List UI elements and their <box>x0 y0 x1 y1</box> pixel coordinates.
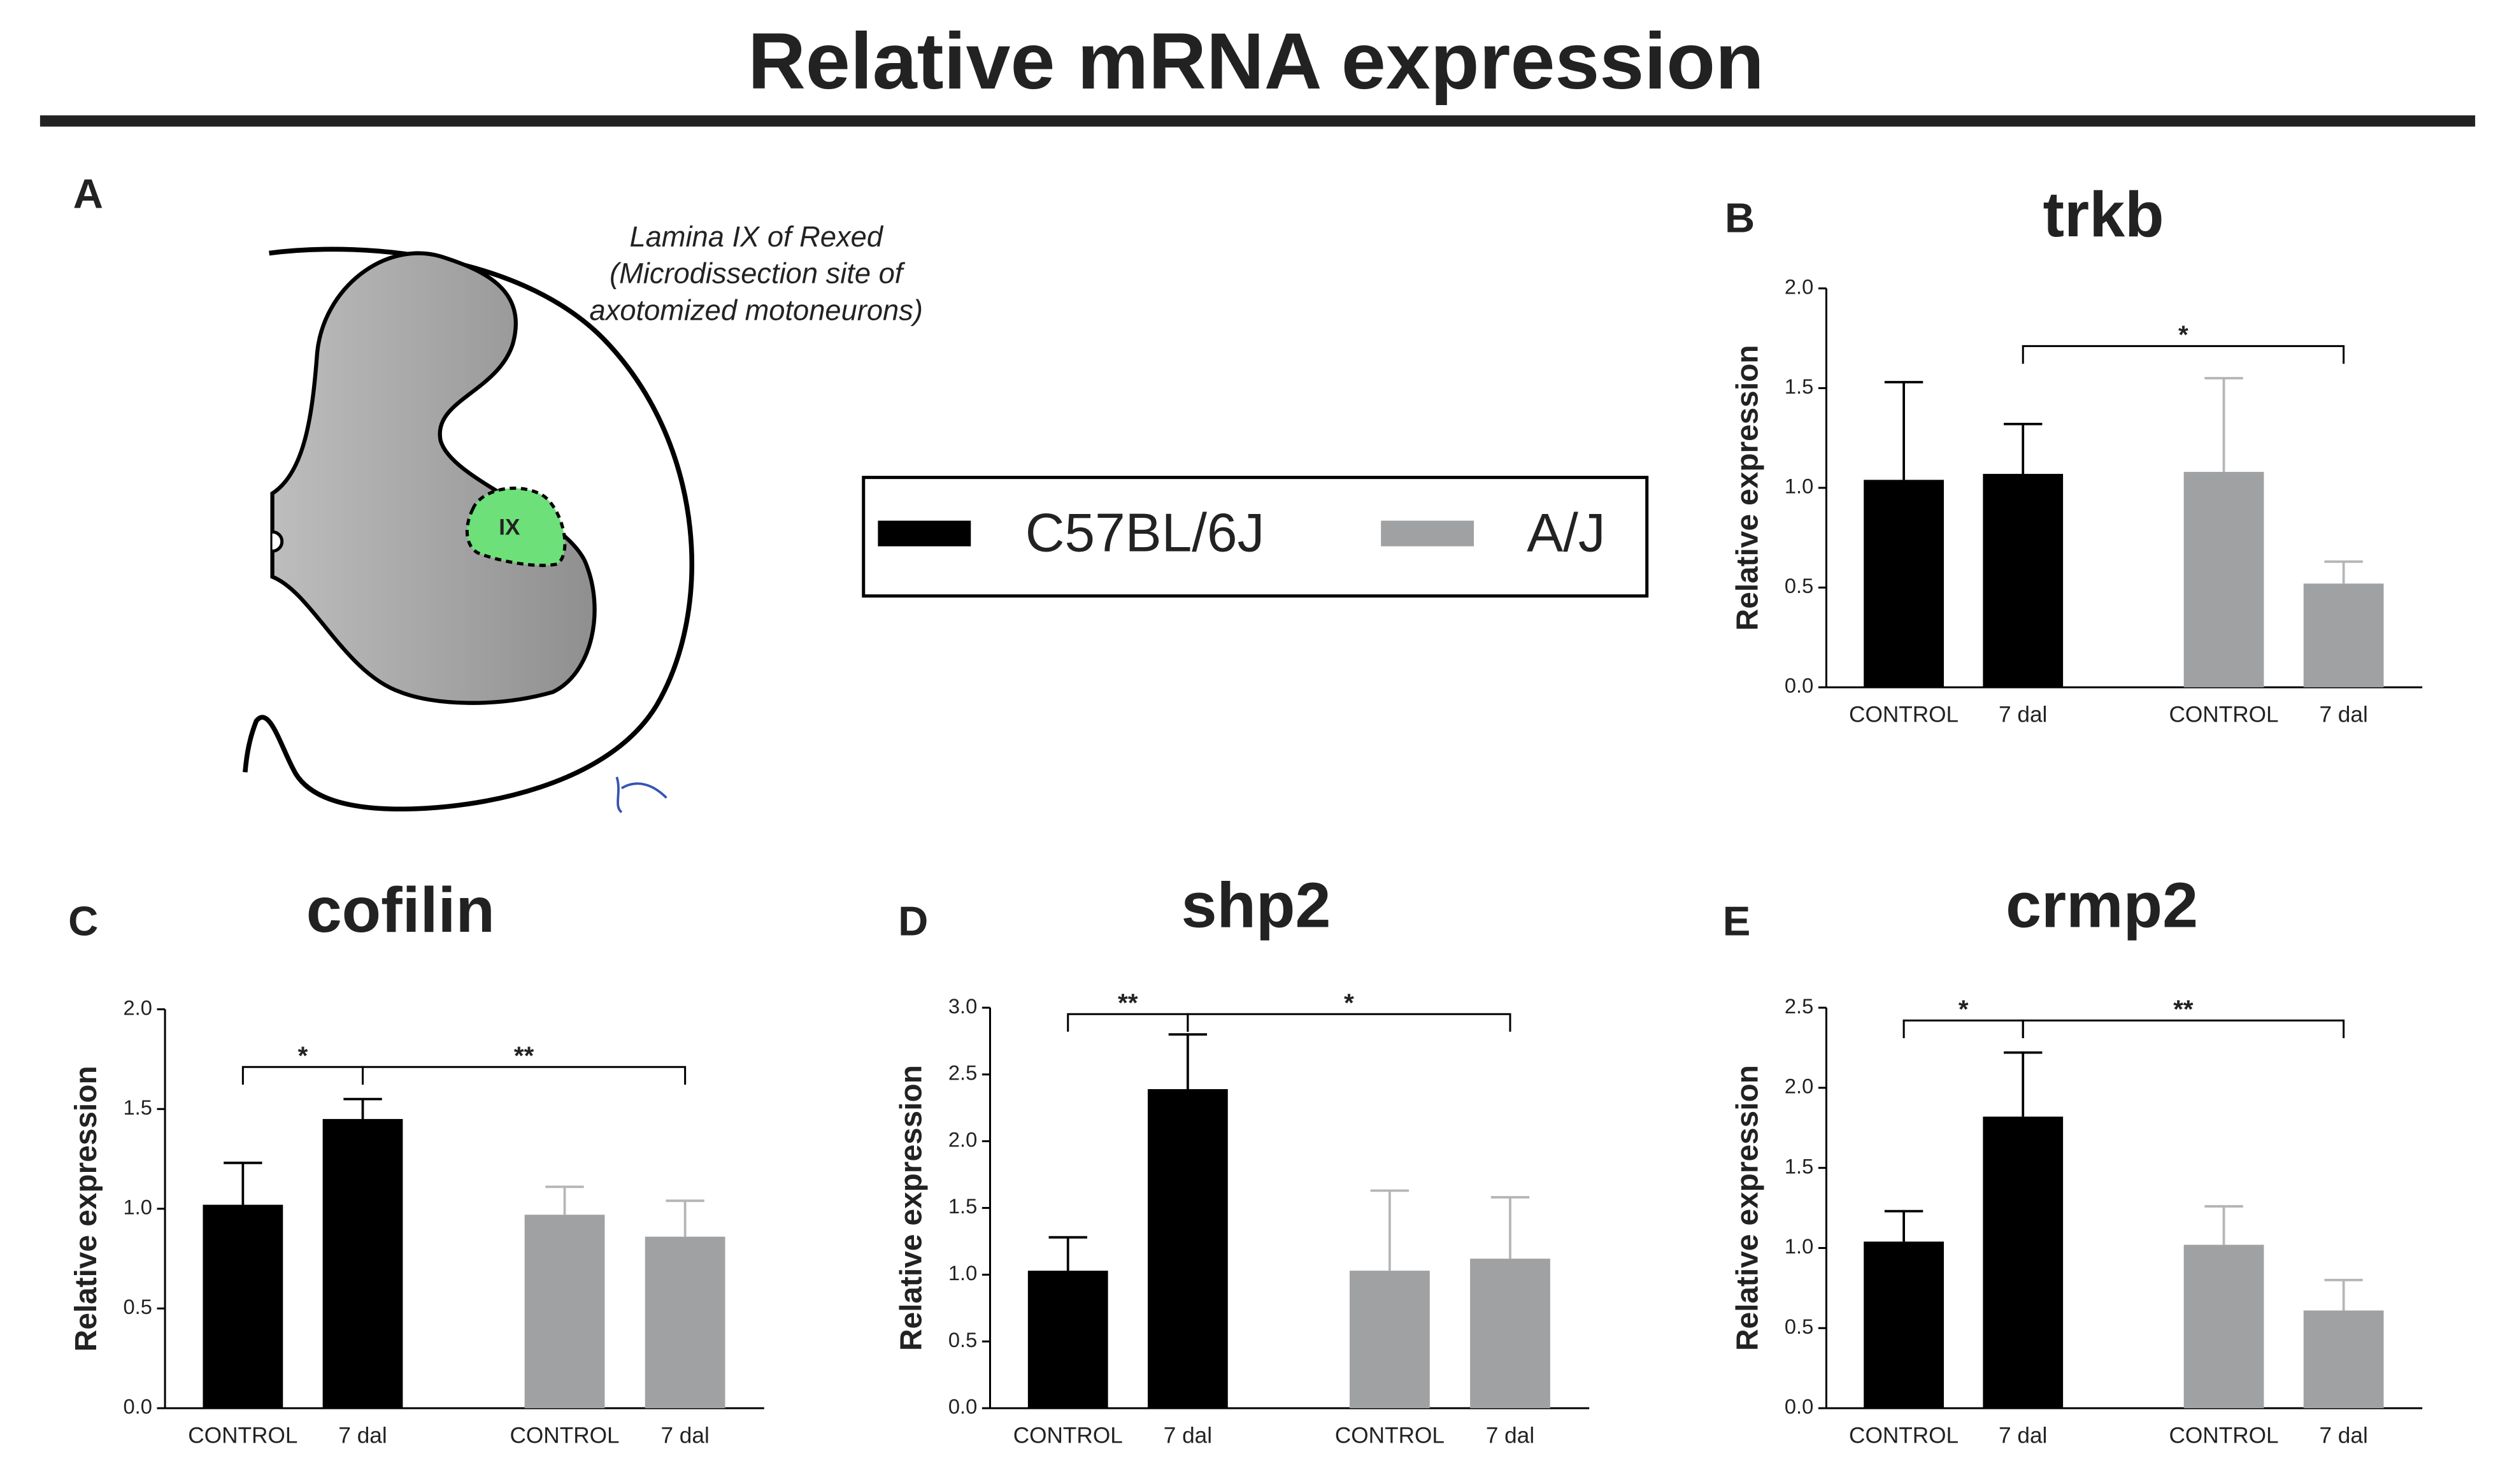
panel-label: D <box>898 898 928 945</box>
y-tick-label: 1.5 <box>948 1194 977 1218</box>
legend-swatch <box>878 520 971 546</box>
x-tick-label: 7 dal <box>660 1423 709 1448</box>
bar <box>1470 1259 1550 1408</box>
significance-label: ** <box>2173 995 2194 1024</box>
significance-label: * <box>1344 988 1354 1017</box>
bar <box>1983 474 2064 688</box>
chart-title: crmp2 <box>2006 869 2198 941</box>
chart-title: shp2 <box>1181 869 1331 941</box>
bar <box>1148 1089 1228 1408</box>
y-tick-label: 0.0 <box>1785 674 1813 697</box>
y-axis-label: Relative expression <box>1731 345 1764 631</box>
significance-label: * <box>298 1041 308 1070</box>
y-tick-label: 2.5 <box>1785 994 1813 1018</box>
legend-label: C57BL/6J <box>1025 503 1265 563</box>
y-tick-label: 0.0 <box>948 1395 977 1418</box>
y-tick-label: 2.0 <box>948 1127 977 1151</box>
title-rule <box>39 115 2476 127</box>
significance-label: * <box>1959 995 1969 1024</box>
y-tick-label: 0.5 <box>124 1295 152 1318</box>
significance-bracket <box>1187 1013 1511 1032</box>
diagram-annotation: (Microdissection site of <box>610 257 906 290</box>
panel-label: E <box>1723 898 1751 945</box>
legend-label: A/J <box>1527 503 1606 563</box>
bar <box>2183 471 2264 688</box>
bar <box>1350 1271 1430 1408</box>
x-tick-label: CONTROL <box>1849 1423 1959 1448</box>
y-tick-label: 2.0 <box>124 995 152 1019</box>
significance-bracket <box>362 1066 687 1085</box>
diagram-annotation: Lamina IX of Rexed <box>629 220 883 253</box>
significance-bracket <box>2022 345 2345 364</box>
panel-label: A <box>73 171 103 217</box>
x-tick-label: CONTROL <box>2169 1423 2278 1448</box>
bar <box>1983 1117 2064 1408</box>
y-axis-label: Relative expression <box>69 1066 103 1352</box>
chart-title: trkb <box>2043 179 2164 250</box>
legend: C57BL/6J A/J <box>862 476 1649 598</box>
panel-label: B <box>1725 194 1755 241</box>
region-label: IX <box>499 515 520 539</box>
y-tick-label: 2.0 <box>1785 1074 1813 1098</box>
y-tick-label: 1.5 <box>1785 1154 1813 1178</box>
chart-title: cofilin <box>306 874 495 946</box>
x-tick-label: CONTROL <box>2169 703 2278 727</box>
bar <box>1864 480 1944 688</box>
bar <box>203 1204 283 1408</box>
spinal-cord-diagram <box>243 246 694 813</box>
y-tick-label: 0.0 <box>1785 1395 1813 1418</box>
x-tick-label: CONTROL <box>1335 1423 1445 1448</box>
y-tick-label: 1.5 <box>1785 375 1813 398</box>
y-tick-label: 0.5 <box>948 1328 977 1352</box>
bar <box>524 1215 605 1408</box>
x-tick-label: 7 dal <box>2319 1423 2367 1448</box>
x-tick-label: CONTROL <box>1849 703 1959 727</box>
x-tick-label: CONTROL <box>510 1423 619 1448</box>
y-tick-label: 3.0 <box>948 994 977 1018</box>
y-tick-label: 0.5 <box>1785 574 1813 597</box>
bar <box>2183 1245 2264 1408</box>
legend-box <box>862 476 1649 598</box>
x-tick-label: 7 dal <box>1164 1423 1212 1448</box>
y-tick-label: 2.0 <box>1785 275 1813 298</box>
y-tick-label: 1.0 <box>948 1261 977 1285</box>
bar <box>2303 1310 2384 1408</box>
x-tick-label: 7 dal <box>1999 703 2047 727</box>
bar <box>2303 583 2384 688</box>
y-tick-label: 1.0 <box>124 1195 152 1218</box>
bar <box>645 1236 725 1408</box>
significance-bracket <box>2022 1019 2345 1038</box>
x-tick-label: CONTROL <box>1013 1423 1123 1448</box>
y-tick-label: 1.0 <box>1785 474 1813 498</box>
y-axis-label: Relative expression <box>894 1065 928 1351</box>
y-tick-label: 1.0 <box>1785 1234 1813 1258</box>
bar <box>1864 1241 1944 1408</box>
panel-label: C <box>68 898 98 945</box>
y-tick-label: 0.0 <box>124 1395 152 1418</box>
y-tick-label: 1.5 <box>124 1095 152 1119</box>
x-tick-label: CONTROL <box>188 1423 297 1448</box>
significance-label: * <box>2178 320 2188 349</box>
legend-swatch <box>1381 520 1474 546</box>
significance-label: ** <box>514 1041 534 1070</box>
figure-title: Relative mRNA expression <box>748 16 1764 106</box>
x-tick-label: 7 dal <box>2319 703 2367 727</box>
x-tick-label: 7 dal <box>1999 1423 2047 1448</box>
y-axis-label: Relative expression <box>1731 1065 1764 1351</box>
bar <box>322 1118 403 1408</box>
significance-label: ** <box>1118 988 1138 1017</box>
y-tick-label: 0.5 <box>1785 1315 1813 1338</box>
diagram-annotation: axotomized motoneurons) <box>590 294 923 326</box>
x-tick-label: 7 dal <box>1486 1423 1534 1448</box>
x-tick-label: 7 dal <box>338 1423 387 1448</box>
y-tick-label: 2.5 <box>948 1061 977 1085</box>
bar <box>1027 1271 1108 1408</box>
